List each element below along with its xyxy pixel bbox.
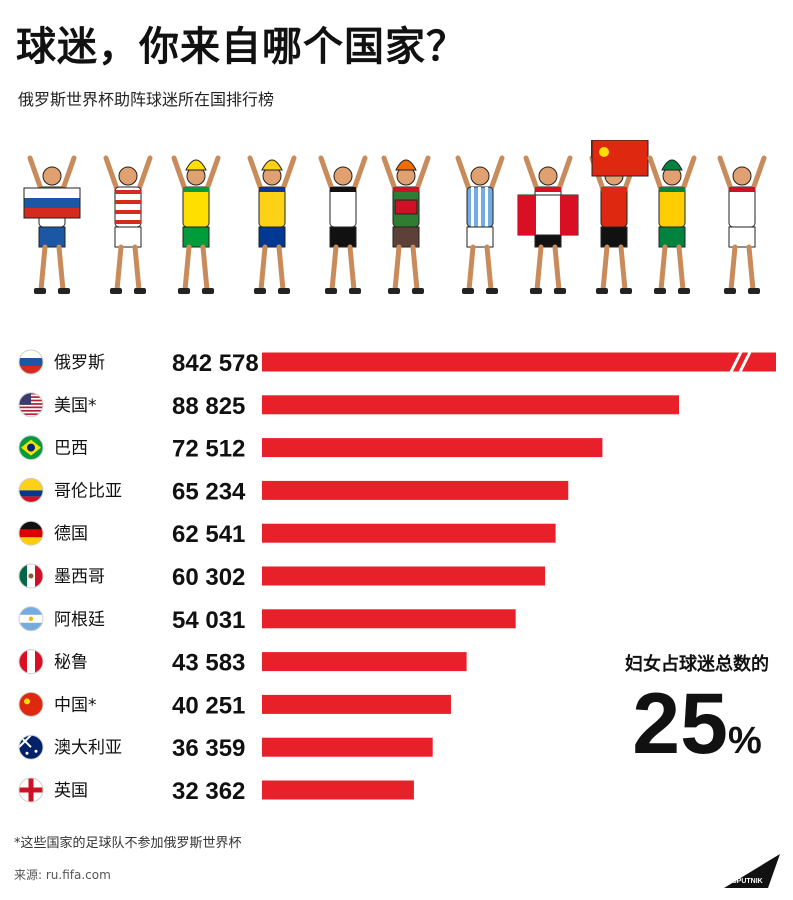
chart-row: 德国 62 541 bbox=[18, 520, 556, 548]
value-label: 62 541 bbox=[172, 521, 245, 548]
fan-figure bbox=[247, 155, 297, 294]
scale-break-mark bbox=[728, 349, 744, 375]
bar-chart: 俄罗斯 842 578 美国* 88 825 巴西 72 512 哥伦比亚 65 234 德国 6… bbox=[18, 349, 776, 805]
germany-flag-icon bbox=[18, 520, 44, 546]
fan-figure bbox=[517, 155, 579, 294]
fan-figure bbox=[318, 155, 368, 294]
chart-row: 澳大利亚 36 359 bbox=[18, 734, 433, 762]
peru-flag-icon bbox=[18, 649, 44, 675]
category-label: 秘鲁 bbox=[54, 653, 88, 673]
australia-flag-icon bbox=[18, 734, 44, 760]
callout-value: 25% bbox=[612, 678, 782, 787]
sputnik-logo: SPUTNIK bbox=[724, 854, 780, 888]
value-label: 65 234 bbox=[172, 478, 246, 505]
bar bbox=[262, 609, 516, 629]
russia-flag-icon bbox=[18, 349, 44, 375]
bar bbox=[262, 480, 569, 500]
scale-break-mark bbox=[737, 349, 753, 375]
colombia-flag-icon bbox=[18, 477, 44, 503]
category-label: 墨西哥 bbox=[54, 567, 105, 587]
argentina-flag-icon bbox=[18, 606, 44, 632]
chart-row: 巴西 72 512 bbox=[18, 435, 603, 463]
chart-row: 墨西哥 60 302 bbox=[18, 563, 546, 591]
source-text: 来源: ru.fifa.com bbox=[14, 868, 111, 882]
page-subtitle: 俄罗斯世界杯助阵球迷所在国排行榜 bbox=[18, 90, 275, 109]
china-flag-icon bbox=[18, 691, 44, 717]
fan-figure bbox=[717, 155, 767, 294]
women-share-callout: 妇女占球迷总数的 25% bbox=[612, 650, 782, 787]
fan-figure bbox=[23, 155, 81, 294]
chart-row: 阿根廷 54 031 bbox=[18, 606, 516, 634]
page-title: 球迷，你来自哪个国家？ bbox=[16, 24, 467, 70]
value-label: 43 583 bbox=[172, 650, 245, 677]
category-label: 阿根廷 bbox=[54, 610, 105, 630]
bar bbox=[262, 780, 414, 800]
callout-unit: % bbox=[727, 720, 762, 762]
category-label: 哥伦比亚 bbox=[54, 481, 122, 501]
value-label: 72 512 bbox=[172, 436, 245, 463]
chart-row: 哥伦比亚 65 234 bbox=[18, 477, 569, 505]
fan-figure bbox=[171, 155, 221, 294]
bar bbox=[262, 566, 546, 586]
fan-figure bbox=[455, 155, 505, 294]
value-label: 36 359 bbox=[172, 735, 245, 762]
category-label: 英国 bbox=[54, 781, 88, 801]
chart-row: 中国* 40 251 bbox=[18, 691, 451, 719]
logo-text: SPUTNIK bbox=[732, 878, 763, 885]
bar bbox=[262, 737, 433, 757]
fans-illustration bbox=[23, 140, 767, 294]
bar bbox=[262, 652, 467, 672]
value-label: 54 031 bbox=[172, 607, 245, 634]
brazil-flag-icon bbox=[18, 435, 44, 461]
footnote: *这些国家的足球队不参加俄罗斯世界杯 bbox=[14, 836, 242, 851]
category-label: 澳大利亚 bbox=[54, 738, 122, 758]
england-flag-icon bbox=[18, 777, 44, 803]
fan-figure bbox=[589, 140, 649, 294]
fan-figure bbox=[103, 155, 153, 294]
usa-flag-icon bbox=[18, 392, 44, 418]
category-label: 俄罗斯 bbox=[54, 353, 105, 373]
fan-figure bbox=[647, 155, 697, 294]
value-label: 60 302 bbox=[172, 564, 245, 591]
value-label: 842 578 bbox=[172, 350, 259, 377]
chart-row: 秘鲁 43 583 bbox=[18, 649, 467, 677]
bar bbox=[262, 438, 603, 458]
callout-number: 25 bbox=[632, 676, 728, 772]
bar bbox=[262, 352, 776, 372]
category-label: 中国* bbox=[54, 695, 97, 715]
callout-label: 妇女占球迷总数的 bbox=[625, 654, 769, 675]
value-label: 32 362 bbox=[172, 778, 245, 805]
category-label: 巴西 bbox=[54, 439, 88, 459]
chart-row: 英国 32 362 bbox=[18, 777, 414, 805]
chart-row: 俄罗斯 842 578 bbox=[18, 349, 776, 377]
mexico-flag-icon bbox=[18, 563, 44, 589]
category-label: 美国* bbox=[54, 396, 97, 416]
category-label: 德国 bbox=[54, 524, 88, 544]
fan-figure bbox=[381, 155, 431, 294]
bar bbox=[262, 395, 679, 415]
bar bbox=[262, 694, 451, 714]
value-label: 88 825 bbox=[172, 393, 245, 420]
value-label: 40 251 bbox=[172, 692, 245, 719]
bar bbox=[262, 523, 556, 543]
chart-row: 美国* 88 825 bbox=[18, 392, 679, 420]
